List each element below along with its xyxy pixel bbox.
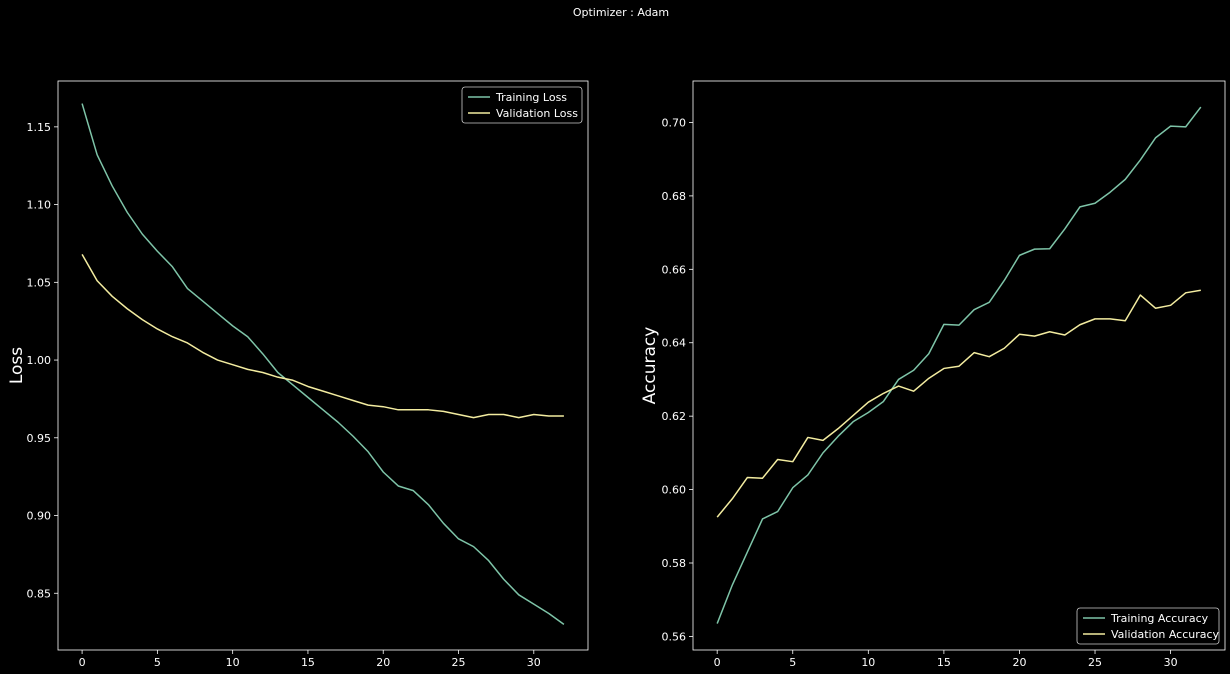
loss-legend-box bbox=[461, 86, 583, 124]
accuracy-ytick-label: 0.68 bbox=[662, 190, 687, 203]
accuracy-ytick-label: 0.58 bbox=[662, 557, 687, 570]
accuracy-xtick-label: 15 bbox=[937, 656, 951, 669]
validation-accuracy-line bbox=[716, 289, 1201, 518]
validation-loss-legend-label: Validation Loss bbox=[496, 107, 578, 120]
loss-ytick-label: 1.15 bbox=[27, 121, 52, 134]
loss-xtick-label: 20 bbox=[376, 656, 390, 669]
loss-xtick-label: 0 bbox=[79, 656, 86, 669]
training-loss-legend-label: Training Loss bbox=[495, 91, 567, 104]
accuracy-ytick-label: 0.64 bbox=[662, 337, 687, 350]
accuracy-xtick-label: 20 bbox=[1012, 656, 1026, 669]
validation-loss-line bbox=[81, 253, 564, 419]
loss-ytick-label: 0.95 bbox=[27, 432, 52, 445]
accuracy-chart-series bbox=[716, 106, 1202, 624]
loss-ytick-label: 0.90 bbox=[27, 510, 52, 523]
accuracy-chart: 0 5 10 15 20 25 30 0.56 0.58 0.60 0.62 0.64 0.66 0.68… bbox=[640, 80, 1226, 669]
accuracy-xtick-label: 0 bbox=[714, 656, 721, 669]
loss-ytick-label: 1.00 bbox=[27, 354, 52, 367]
accuracy-xtick-label: 10 bbox=[861, 656, 875, 669]
accuracy-chart-legend: Training Accuracy Validation Accuracy bbox=[1076, 607, 1220, 645]
loss-chart-series bbox=[81, 103, 565, 625]
loss-xtick-label: 5 bbox=[154, 656, 161, 669]
loss-ytick-label: 0.85 bbox=[27, 587, 52, 600]
accuracy-ytick-label: 0.66 bbox=[662, 263, 687, 276]
loss-chart-ylabel: Loss bbox=[7, 347, 27, 384]
accuracy-ytick-label: 0.70 bbox=[662, 116, 687, 129]
loss-xtick-label: 25 bbox=[452, 656, 466, 669]
training-accuracy-line bbox=[716, 106, 1202, 624]
loss-ytick-label: 1.05 bbox=[27, 276, 52, 289]
accuracy-chart-ylabel: Accuracy bbox=[640, 327, 660, 405]
training-accuracy-legend-label: Training Accuracy bbox=[1110, 612, 1209, 625]
accuracy-ytick-label: 0.56 bbox=[662, 630, 687, 643]
accuracy-legend-box bbox=[1076, 607, 1220, 645]
loss-chart: 0 5 10 15 20 25 30 0.85 0.90 0.95 1.00 1.05 1.10 1.15… bbox=[7, 80, 589, 669]
accuracy-xtick-label: 25 bbox=[1088, 656, 1102, 669]
accuracy-chart-frame bbox=[692, 80, 1226, 651]
loss-chart-legend: Training Loss Validation Loss bbox=[461, 86, 583, 124]
accuracy-ytick-label: 0.60 bbox=[662, 484, 687, 497]
loss-xtick-label: 10 bbox=[226, 656, 240, 669]
loss-ytick-label: 1.10 bbox=[27, 199, 52, 212]
accuracy-xtick-label: 5 bbox=[789, 656, 796, 669]
loss-xtick-label: 15 bbox=[301, 656, 315, 669]
figure-suptitle: Optimizer : Adam bbox=[573, 6, 669, 19]
accuracy-ytick-label: 0.62 bbox=[662, 410, 687, 423]
accuracy-xtick-label: 30 bbox=[1164, 656, 1178, 669]
validation-accuracy-legend-label: Validation Accuracy bbox=[1111, 628, 1220, 641]
training-loss-line bbox=[81, 103, 565, 625]
loss-chart-ticks: 0 5 10 15 20 25 30 0.85 0.90 0.95 1.00 1.05 1.10 1.15 bbox=[27, 121, 541, 669]
accuracy-chart-ticks: 0 5 10 15 20 25 30 0.56 0.58 0.60 0.62 0.64 0.66 0.68… bbox=[662, 116, 1178, 669]
loss-chart-frame bbox=[57, 80, 589, 651]
loss-xtick-label: 30 bbox=[527, 656, 541, 669]
